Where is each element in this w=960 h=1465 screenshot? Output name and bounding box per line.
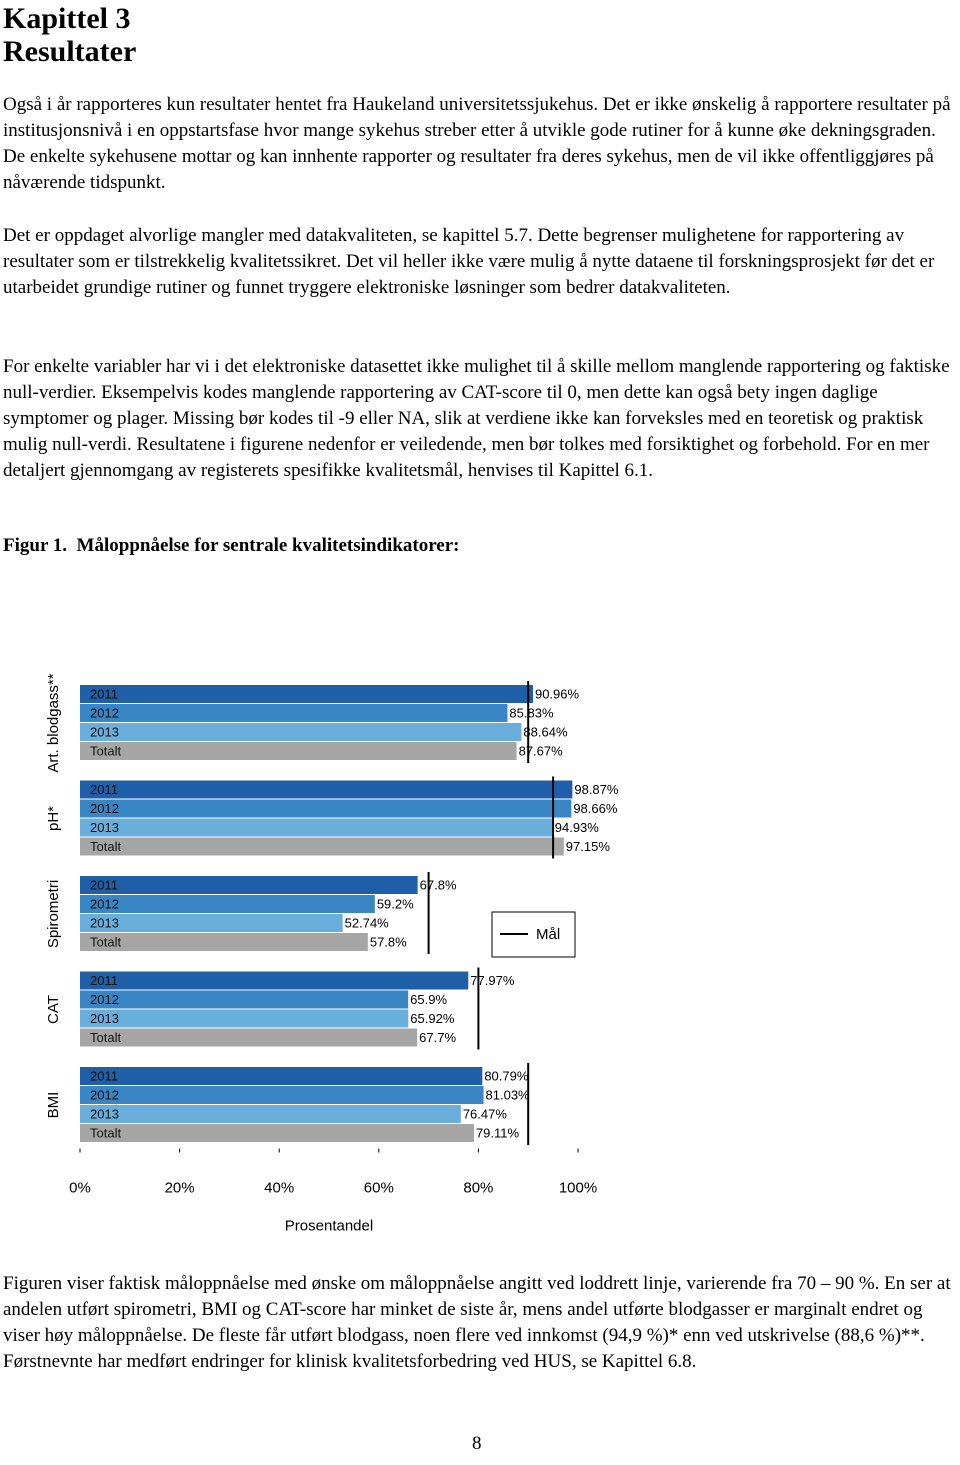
chart: Art. blodgass** 2011 90.96% 2012 85.83% 2013 8… bbox=[45, 673, 619, 1235]
paragraph: Også i år rapporteres kun resultater hen… bbox=[3, 94, 951, 193]
value-label: 79.11% bbox=[476, 1126, 520, 1141]
bar-series-label: 2011 bbox=[90, 782, 118, 797]
value-label: 87.67% bbox=[519, 744, 564, 759]
bar bbox=[80, 799, 572, 818]
bar bbox=[80, 990, 409, 1009]
value-label: 67.7% bbox=[419, 1030, 456, 1045]
bar bbox=[80, 723, 522, 741]
bar bbox=[80, 971, 469, 990]
bar-series-label: 2012 bbox=[90, 897, 119, 912]
bar-series-label: Totalt bbox=[90, 935, 121, 950]
value-label: 76.47% bbox=[463, 1107, 508, 1122]
bar bbox=[80, 837, 564, 856]
bar bbox=[80, 1028, 418, 1047]
value-label: 57.8% bbox=[370, 935, 407, 950]
value-label: 98.87% bbox=[574, 782, 619, 797]
bar-series-label: 2013 bbox=[90, 1011, 119, 1026]
bar bbox=[80, 742, 517, 760]
value-label: 77.97% bbox=[470, 973, 515, 988]
x-tick-label: 60% bbox=[364, 1180, 394, 1197]
bar-series-label: Totalt bbox=[90, 744, 121, 759]
bar bbox=[80, 1086, 484, 1104]
value-label: 67.8% bbox=[420, 878, 457, 893]
value-label: 52.74% bbox=[345, 916, 390, 931]
bar-series-label: 2013 bbox=[90, 725, 119, 740]
bar-series-label: 2012 bbox=[90, 801, 119, 816]
paragraph: Figuren viser faktisk måloppnåelse med ø… bbox=[3, 1273, 951, 1372]
chapter-number: Kapittel 3 bbox=[3, 2, 131, 35]
bar-series-label: 2012 bbox=[90, 992, 119, 1007]
page-number: 8 bbox=[472, 1433, 482, 1454]
bar-series-label: 2013 bbox=[90, 820, 119, 835]
value-label: 65.92% bbox=[410, 1011, 455, 1026]
bar bbox=[80, 1124, 474, 1142]
category-label: BMI bbox=[45, 1092, 62, 1119]
bar-series-label: Totalt bbox=[90, 1126, 121, 1141]
bar bbox=[80, 704, 508, 722]
category-label: pH* bbox=[45, 806, 62, 831]
legend-label: Mål bbox=[536, 926, 560, 943]
bar-series-label: 2011 bbox=[90, 1069, 118, 1084]
category-label: CAT bbox=[45, 995, 62, 1024]
paragraph: Det er oppdaget alvorlige mangler med da… bbox=[3, 225, 935, 298]
bar-series-label: 2011 bbox=[90, 973, 118, 988]
x-tick-label: 80% bbox=[463, 1180, 493, 1197]
bar bbox=[80, 914, 343, 932]
bar bbox=[80, 818, 553, 837]
value-label: 94.93% bbox=[555, 820, 600, 835]
chapter-title: Resultater bbox=[3, 35, 137, 68]
x-tick-label: 0% bbox=[69, 1180, 91, 1197]
bar bbox=[80, 780, 573, 799]
value-label: 59.2% bbox=[377, 897, 414, 912]
figure-caption: Figur 1. Måloppnåelse for sentrale kvali… bbox=[3, 535, 460, 556]
bar bbox=[80, 1105, 461, 1123]
value-label: 65.9% bbox=[410, 992, 447, 1007]
x-tick-label: 40% bbox=[264, 1180, 294, 1197]
bar bbox=[80, 933, 368, 951]
value-label: 88.64% bbox=[523, 725, 568, 740]
value-label: 97.15% bbox=[566, 839, 611, 854]
bar-series-label: 2011 bbox=[90, 878, 118, 893]
bar-series-label: 2012 bbox=[90, 1088, 119, 1103]
bar-series-label: 2012 bbox=[90, 706, 119, 721]
value-label: 85.83% bbox=[509, 706, 554, 721]
value-label: 98.66% bbox=[573, 801, 618, 816]
bar-series-label: Totalt bbox=[90, 839, 121, 854]
bar bbox=[80, 876, 418, 894]
category-label: Art. blodgass** bbox=[45, 673, 62, 772]
x-tick-label: 20% bbox=[165, 1180, 195, 1197]
bar bbox=[80, 685, 533, 703]
value-label: 90.96% bbox=[535, 687, 580, 702]
bar-series-label: 2011 bbox=[90, 687, 118, 702]
paragraph: For enkelte variabler har vi i det elekt… bbox=[3, 356, 950, 481]
x-axis-label: Prosentandel bbox=[285, 1218, 373, 1235]
bar-series-label: 2013 bbox=[90, 1107, 119, 1122]
bar-series-label: 2013 bbox=[90, 916, 119, 931]
category-label: Spirometri bbox=[45, 880, 62, 948]
bar bbox=[80, 1009, 409, 1028]
x-tick-label: 100% bbox=[559, 1180, 597, 1197]
bar bbox=[80, 1067, 483, 1085]
value-label: 81.03% bbox=[486, 1088, 531, 1103]
bar bbox=[80, 895, 375, 913]
bar-series-label: Totalt bbox=[90, 1030, 121, 1045]
value-label: 80.79% bbox=[484, 1069, 529, 1084]
